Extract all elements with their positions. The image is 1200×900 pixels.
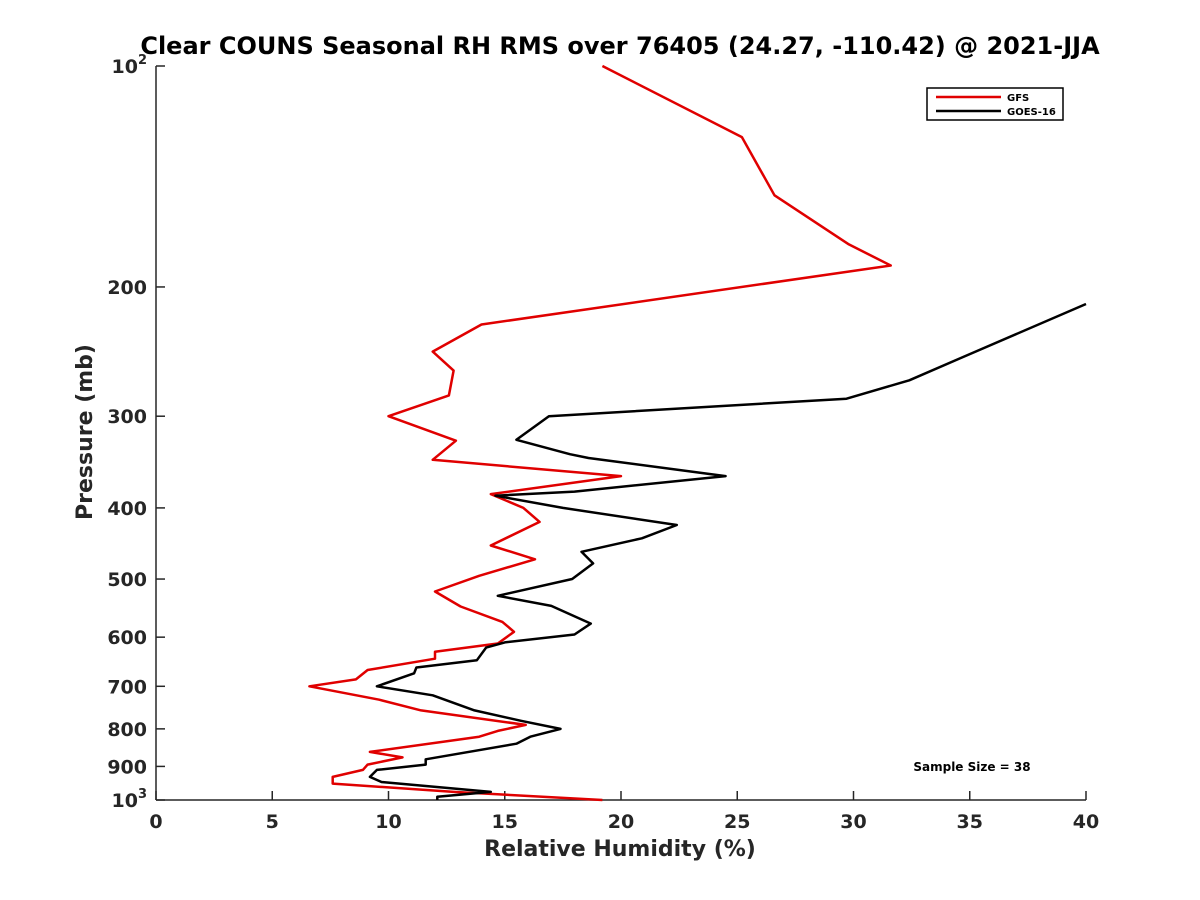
y-tick-label: 800 xyxy=(107,719,147,741)
x-tick-label: 25 xyxy=(724,811,750,833)
series-layer xyxy=(308,64,1087,802)
y-tick-label: 900 xyxy=(107,756,147,778)
y-tick-label: 102 xyxy=(112,53,148,78)
x-tick-label: 5 xyxy=(266,811,279,833)
x-tick-label: 15 xyxy=(492,811,518,833)
series-line-goes16 xyxy=(368,302,1087,800)
x-tick-label: 10 xyxy=(375,811,401,833)
legend-label-goes16: GOES-16 xyxy=(1007,107,1056,118)
x-tick-label: 40 xyxy=(1073,811,1099,833)
legend-label-gfs: GFS xyxy=(1007,93,1029,104)
sample-size-annotation: Sample Size = 38 xyxy=(913,760,1030,774)
y-tick-label: 103 xyxy=(112,787,148,812)
x-axis-label: Relative Humidity (%) xyxy=(484,837,756,862)
chart-title: Clear COUNS Seasonal RH RMS over 76405 (… xyxy=(140,32,1100,60)
y-tick-label: 600 xyxy=(107,627,147,649)
x-tick-label: 30 xyxy=(840,811,866,833)
y-axis-label: Pressure (mb) xyxy=(73,344,98,520)
axes: 0 5 10 15 20 25 30 35 40 102 200 300 400 500 600 700 800… xyxy=(107,53,1099,833)
x-tick-label: 0 xyxy=(149,811,162,833)
series-line-gfs xyxy=(308,64,892,802)
x-tick-label: 35 xyxy=(957,811,983,833)
y-tick-label: 300 xyxy=(107,406,147,428)
legend: GFS GOES-16 xyxy=(926,87,1064,121)
y-tick-label: 500 xyxy=(107,569,147,591)
y-tick-label: 200 xyxy=(107,277,147,299)
x-tick-label: 20 xyxy=(608,811,634,833)
legend-box xyxy=(926,87,1064,121)
y-tick-label: 400 xyxy=(107,498,147,520)
y-tick-label: 700 xyxy=(107,676,147,698)
